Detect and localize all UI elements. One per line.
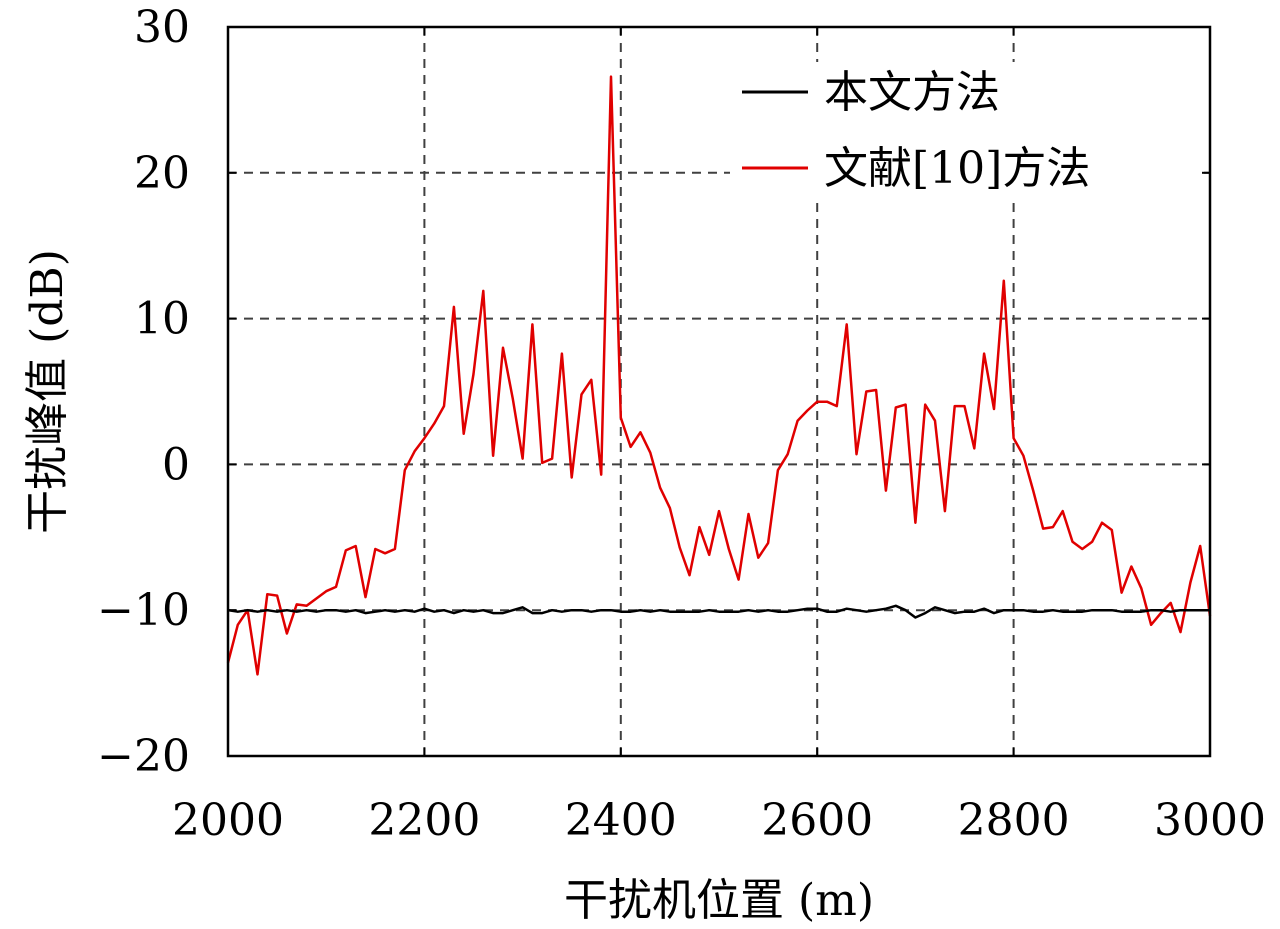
y-tick-label-30: 30 <box>134 2 190 53</box>
plot-frame <box>226 25 1212 758</box>
series-line-ref10 <box>226 75 1212 676</box>
series-lines <box>226 75 1212 676</box>
x-tick-label-2400: 2400 <box>565 795 677 846</box>
x-tick-label-2200: 2200 <box>368 795 480 846</box>
y-tick-label-10: 10 <box>134 294 190 345</box>
legend-label-ours: 本文方法 <box>824 67 1000 118</box>
x-axis-title: 干扰机位置 (m) <box>564 875 874 926</box>
legend: 本文方法 文献[10]方法 <box>730 62 1200 202</box>
legend-label-ref10: 文献[10]方法 <box>824 143 1090 194</box>
x-tick-labels: 2000 2200 2400 2600 2800 3000 <box>172 795 1266 846</box>
x-tick-label-2600: 2600 <box>761 795 873 846</box>
series-line-ours <box>227 604 1210 619</box>
y-tick-label-0: 0 <box>162 439 190 490</box>
x-tick-label-3000: 3000 <box>1154 795 1266 846</box>
y-tick-labels: −20 −10 0 10 20 30 <box>97 2 190 782</box>
legend-background <box>730 62 1200 202</box>
y-axis-title: 干扰峰值 (dB) <box>22 249 73 534</box>
y-tick-label-20: 20 <box>134 148 190 199</box>
y-tick-label--10: −10 <box>97 585 190 636</box>
y-tick-label--20: −20 <box>97 731 190 782</box>
x-tick-label-2800: 2800 <box>958 795 1070 846</box>
x-tick-label-2000: 2000 <box>172 795 284 846</box>
